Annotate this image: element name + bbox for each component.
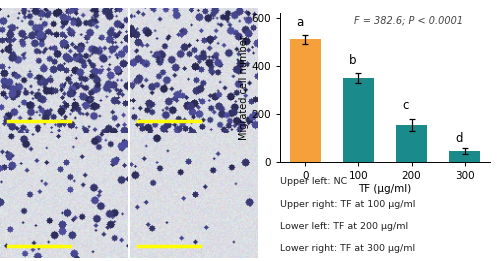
- Text: F = 382.6; P < 0.0001: F = 382.6; P < 0.0001: [354, 16, 463, 26]
- Bar: [290, 39, 322, 162]
- Text: b: b: [349, 54, 356, 67]
- Bar: [396, 125, 428, 162]
- Text: c: c: [402, 99, 408, 112]
- Y-axis label: Migrated cell number: Migrated cell number: [238, 35, 248, 140]
- Text: Lower right: TF at 300 μg/ml: Lower right: TF at 300 μg/ml: [280, 244, 415, 253]
- Text: a: a: [296, 16, 303, 29]
- Text: Upper left: NC: Upper left: NC: [280, 177, 347, 186]
- X-axis label: TF (μg/ml): TF (μg/ml): [358, 184, 412, 194]
- Text: d: d: [455, 132, 462, 145]
- Text: Lower left: TF at 200 μg/ml: Lower left: TF at 200 μg/ml: [280, 222, 408, 231]
- Bar: [448, 151, 480, 162]
- Bar: [342, 78, 374, 162]
- Text: Upper right: TF at 100 μg/ml: Upper right: TF at 100 μg/ml: [280, 200, 415, 209]
